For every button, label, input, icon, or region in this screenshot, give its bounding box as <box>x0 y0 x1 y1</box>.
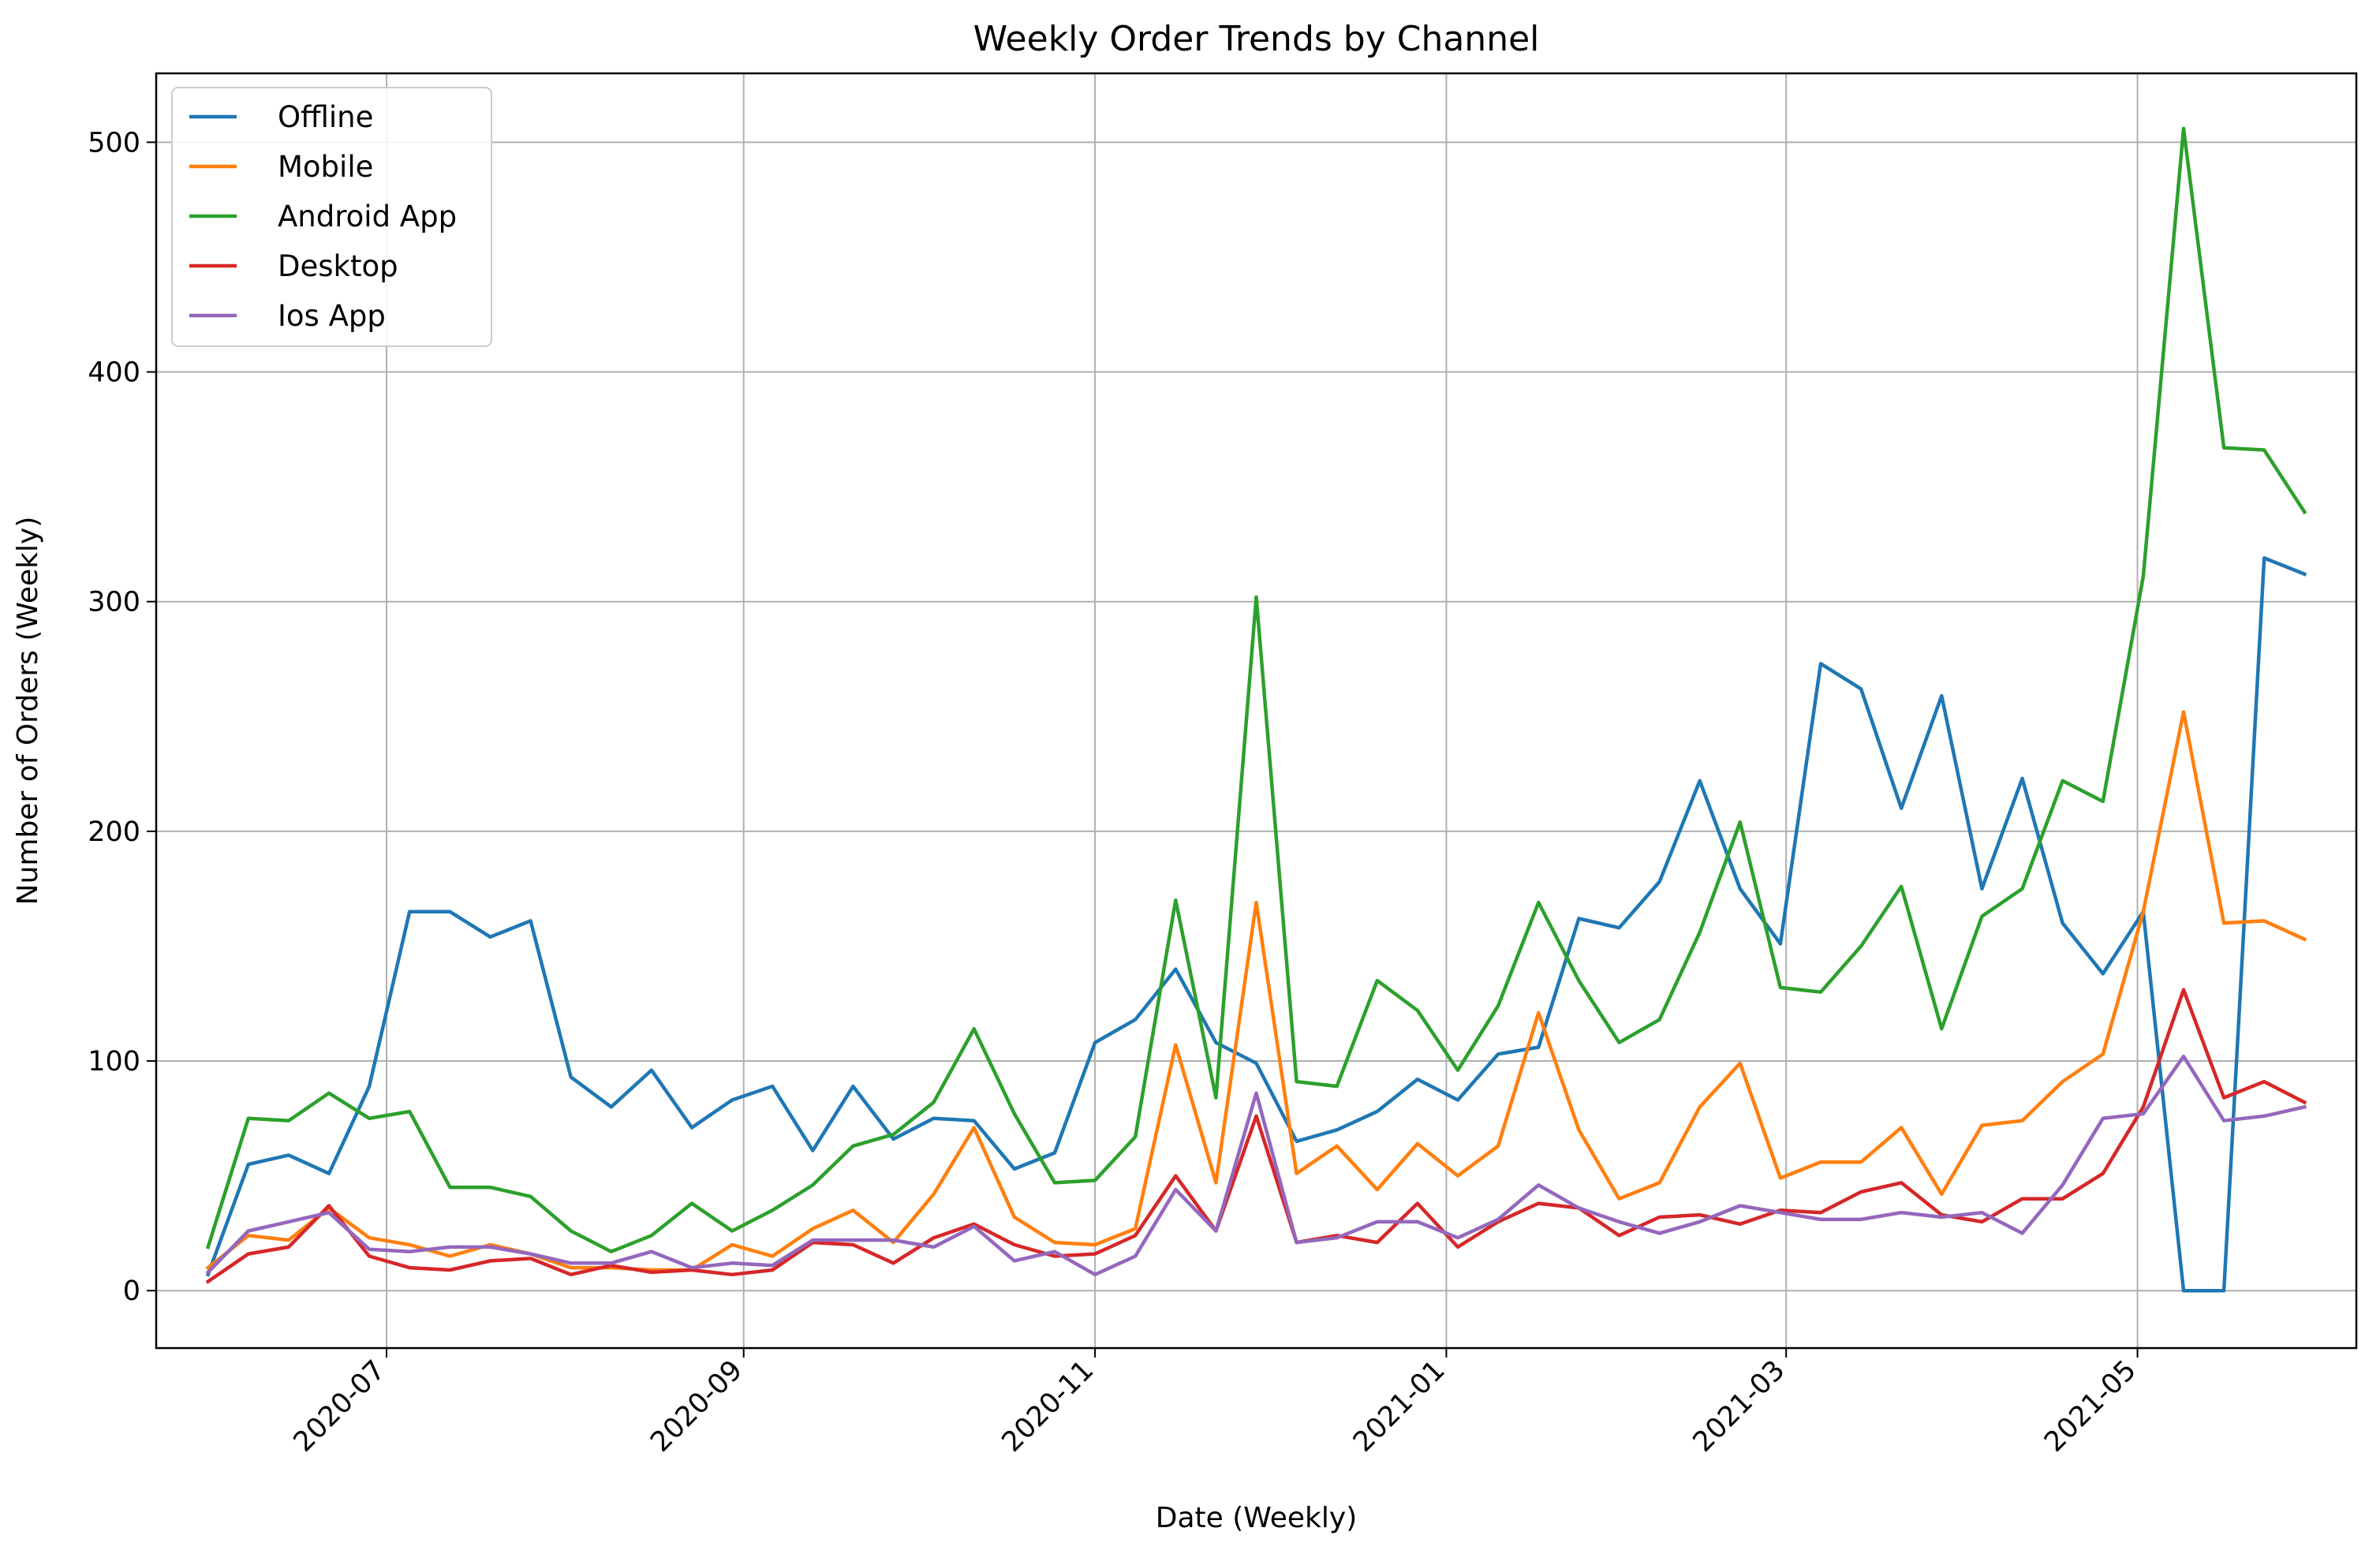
series-line-mobile <box>205 710 2307 1272</box>
legend-entry-label: Ios App <box>278 299 386 333</box>
series-line-android-app <box>205 126 2307 1253</box>
series-lines <box>205 126 2307 1293</box>
legend-box <box>171 87 492 347</box>
y-tick-label: 500 <box>88 127 140 159</box>
legend-entry-label: Offline <box>278 100 373 134</box>
series-line-ios-app <box>205 1054 2307 1277</box>
legend-entry-label: Mobile <box>278 150 373 184</box>
legend-entry-label: Desktop <box>278 249 398 283</box>
y-axis-label: Number of Orders (Weekly) <box>12 517 44 906</box>
legend: Offline Mobile Android App Desktop Ios App <box>171 87 492 347</box>
y-tick-label: 100 <box>88 1046 140 1078</box>
y-tick-label: 300 <box>88 587 140 618</box>
y-tick-label: 400 <box>88 357 140 389</box>
y-tick-label: 0 <box>123 1276 140 1307</box>
plot-area-frame <box>155 72 2358 1350</box>
x-axis-label: Date (Weekly) <box>1156 1502 1358 1534</box>
legend-entry-label: Android App <box>278 200 457 233</box>
y-axis-ticks: 0 100 200 300 400 500 <box>88 127 156 1307</box>
y-tick-label: 200 <box>88 816 140 848</box>
series-line-offline <box>205 556 2307 1293</box>
chart-title: Weekly Order Trends by Channel <box>973 19 1540 59</box>
